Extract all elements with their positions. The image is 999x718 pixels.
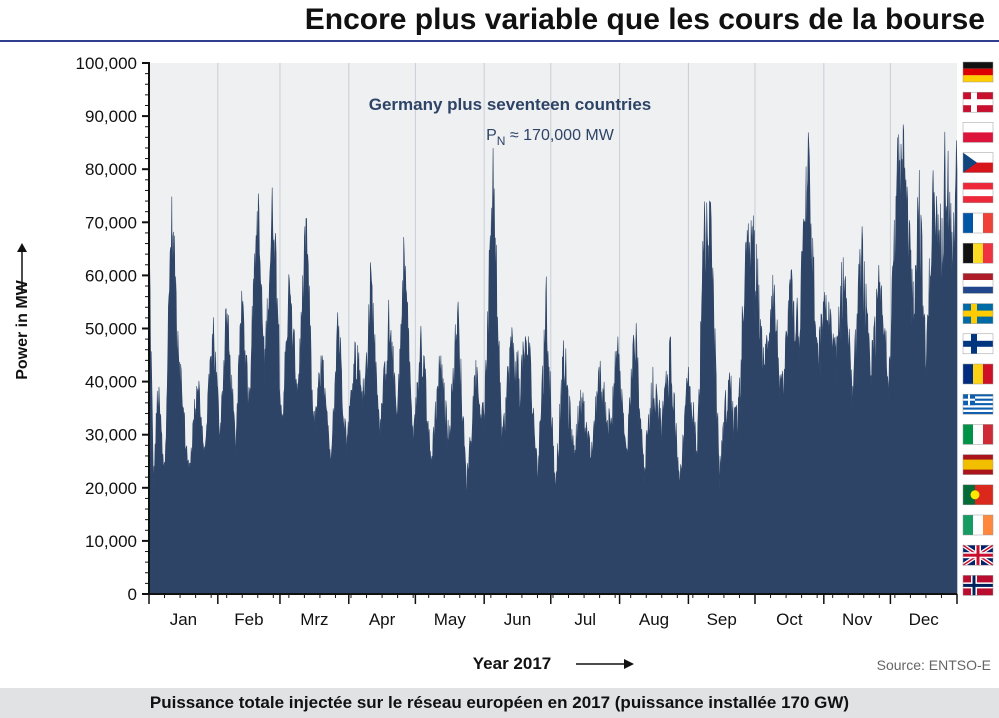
romania-flag — [962, 363, 994, 385]
month-label: Apr — [369, 610, 396, 629]
month-label: Oct — [776, 610, 803, 629]
month-label: Dec — [909, 610, 940, 629]
y-tick-label: 80,000 — [85, 160, 137, 179]
month-label: Nov — [842, 610, 873, 629]
y-tick-label: 30,000 — [85, 426, 137, 445]
pn-symbol: P — [486, 127, 497, 144]
x-axis-arrow — [576, 659, 634, 669]
spain-flag — [962, 454, 994, 475]
y-tick-label: 70,000 — [85, 213, 137, 232]
netherlands-flag — [962, 273, 994, 294]
sweden-flag — [962, 303, 994, 324]
page-title: Encore plus variable que les cours de la… — [304, 3, 985, 36]
month-label: Aug — [639, 610, 669, 629]
germany-flag — [962, 61, 994, 83]
figure-caption: Puissance totale injectée sur le réseau … — [0, 688, 999, 718]
belgium-flag — [962, 242, 994, 264]
chart-annotation-capacity: PN ≈ 170,000 MW — [486, 127, 615, 148]
month-label: Sep — [707, 610, 737, 629]
y-tick-label: 10,000 — [85, 532, 137, 551]
source-label: Source: ENTSO-E — [877, 657, 991, 673]
portugal-flag — [962, 484, 994, 506]
ireland-flag — [962, 514, 994, 536]
pn-value: ≈ 170,000 MW — [505, 127, 614, 144]
y-tick-label: 90,000 — [85, 107, 137, 126]
norway-flag — [962, 575, 994, 596]
month-label: Jun — [504, 610, 531, 629]
month-label: Jan — [170, 610, 197, 629]
x-axis-label: Year 2017 — [473, 654, 551, 673]
czech-flag — [962, 152, 994, 173]
y-tick-label: 100,000 — [76, 54, 137, 73]
y-tick-label: 20,000 — [85, 479, 137, 498]
power-chart: 0 10,000 20,000 30,000 40,000 50,000 60,000 70,… — [14, 54, 995, 673]
france-flag — [962, 212, 994, 234]
uk-flag — [961, 543, 995, 567]
month-label: Feb — [234, 610, 263, 629]
y-tick-label: 50,000 — [85, 320, 137, 339]
y-axis-arrow — [17, 243, 27, 292]
y-axis-label: Power in MW — [14, 279, 31, 379]
y-tick-label: 40,000 — [85, 373, 137, 392]
y-tick-label: 0 — [128, 585, 137, 604]
month-label: Mrz — [300, 610, 328, 629]
power-series-area — [148, 124, 958, 595]
poland-flag — [962, 122, 994, 143]
finland-flag — [962, 333, 994, 355]
y-tick-label: 60,000 — [85, 266, 137, 285]
italy-flag — [962, 424, 994, 445]
pn-subscript: N — [497, 134, 506, 148]
austria-flag — [962, 182, 994, 204]
title-divider — [0, 40, 999, 42]
month-label: May — [434, 610, 467, 629]
month-label: Jul — [574, 610, 596, 629]
denmark-flag — [962, 91, 994, 113]
greece-flag — [962, 393, 994, 415]
chart-annotation-title: Germany plus seventeen countries — [369, 95, 652, 114]
